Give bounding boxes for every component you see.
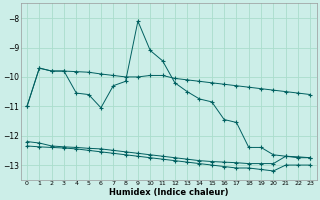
X-axis label: Humidex (Indice chaleur): Humidex (Indice chaleur) bbox=[109, 188, 228, 197]
